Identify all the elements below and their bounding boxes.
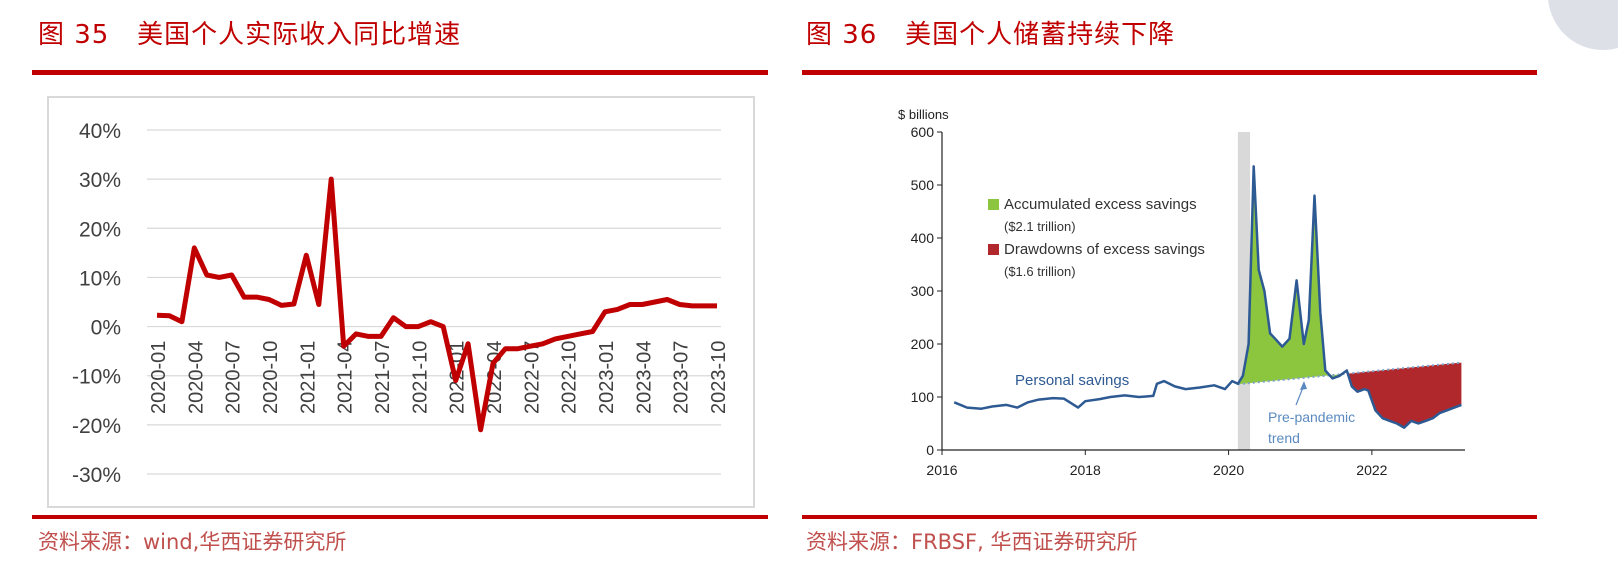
legend-swatch <box>988 199 999 210</box>
x-tick-label: 2020 <box>1213 462 1244 478</box>
y-tick-label: -20% <box>72 415 121 438</box>
x-tick-label: 2023-10 <box>708 341 730 414</box>
legend-label: Accumulated excess savings <box>1004 196 1197 213</box>
y-tick-label: 30% <box>79 169 121 192</box>
x-tick-label: 2020-10 <box>260 341 282 414</box>
right-source-note: 资料来源：FRBSF, 华西证券研究所 <box>806 530 1138 554</box>
y-tick-label: 10% <box>79 267 121 290</box>
trend-pointer-arrow <box>1300 381 1307 390</box>
left-panel-title: 图 35 美国个人实际收入同比增速 <box>38 20 462 50</box>
right-panel-title: 图 36 美国个人储蓄持续下降 <box>806 20 1176 50</box>
drawdown-area <box>1346 362 1462 428</box>
y-tick-label: 600 <box>911 124 935 140</box>
savings-chart: $ billions 0 100 200 300 400 500 600 2016 2018 202… <box>898 107 1465 478</box>
income-growth-line <box>156 176 717 433</box>
income-chart-frame: 40% 30% 20% 10% 0% -10% -20% -30% 2020-01 2020-04… <box>47 96 755 508</box>
x-tick-label: 2018 <box>1070 462 1101 478</box>
x-tick-label: 2022-10 <box>559 341 581 414</box>
legend-sublabel: ($1.6 trillion) <box>1004 264 1076 279</box>
legend-label: Drawdowns of excess savings <box>1004 241 1205 258</box>
trend-label-line1: Pre-pandemic <box>1268 409 1355 425</box>
x-tick-label: 2023-07 <box>671 341 693 414</box>
personal-savings-line <box>953 165 1462 429</box>
trend-label-line2: trend <box>1268 430 1300 446</box>
y-tick-label: 0% <box>91 317 121 340</box>
x-tick-label: 2021-01 <box>297 341 319 414</box>
y-tick-label: 0 <box>926 442 934 458</box>
legend-sublabel: ($2.1 trillion) <box>1004 219 1076 234</box>
recession-shading <box>1237 132 1251 450</box>
x-tick-label: 2022-07 <box>521 341 543 414</box>
y-tick-label: 40% <box>79 120 121 143</box>
y-tick-label: 400 <box>911 230 935 246</box>
x-tick-label: 2021-10 <box>409 341 431 414</box>
y-tick-label: 500 <box>911 177 935 193</box>
x-tick-label: 2023-04 <box>633 341 655 414</box>
x-tick-label: 2023-01 <box>596 341 618 414</box>
left-bottom-rule <box>32 515 768 519</box>
y-axis-label: $ billions <box>898 107 949 122</box>
left-title-rule <box>32 70 768 75</box>
x-tick-label: 2022 <box>1356 462 1387 478</box>
corner-decoration <box>1548 0 1618 50</box>
x-tick-label: 2021-07 <box>372 341 394 414</box>
y-tick-label: 200 <box>911 336 935 352</box>
right-bottom-rule <box>802 515 1537 519</box>
legend-swatch <box>988 244 999 255</box>
y-tick-label: -30% <box>72 464 121 487</box>
x-tick-label: 2016 <box>926 462 957 478</box>
income-growth-chart: 40% 30% 20% 10% 0% -10% -20% -30% 2020-01 2020-04… <box>72 120 730 487</box>
y-tick-label: 100 <box>911 389 935 405</box>
right-title-rule <box>802 70 1537 75</box>
x-tick-label: 2020-07 <box>223 341 245 414</box>
y-tick-label: 300 <box>911 283 935 299</box>
personal-savings-label: Personal savings <box>1015 372 1129 389</box>
left-source-note: 资料来源：wind,华西证券研究所 <box>38 530 347 554</box>
y-tick-label: -10% <box>72 366 121 389</box>
x-tick-label: 2021-04 <box>335 341 357 414</box>
y-tick-label: 20% <box>79 218 121 241</box>
x-tick-label: 2020-01 <box>148 341 170 414</box>
x-tick-label: 2020-04 <box>185 341 207 414</box>
